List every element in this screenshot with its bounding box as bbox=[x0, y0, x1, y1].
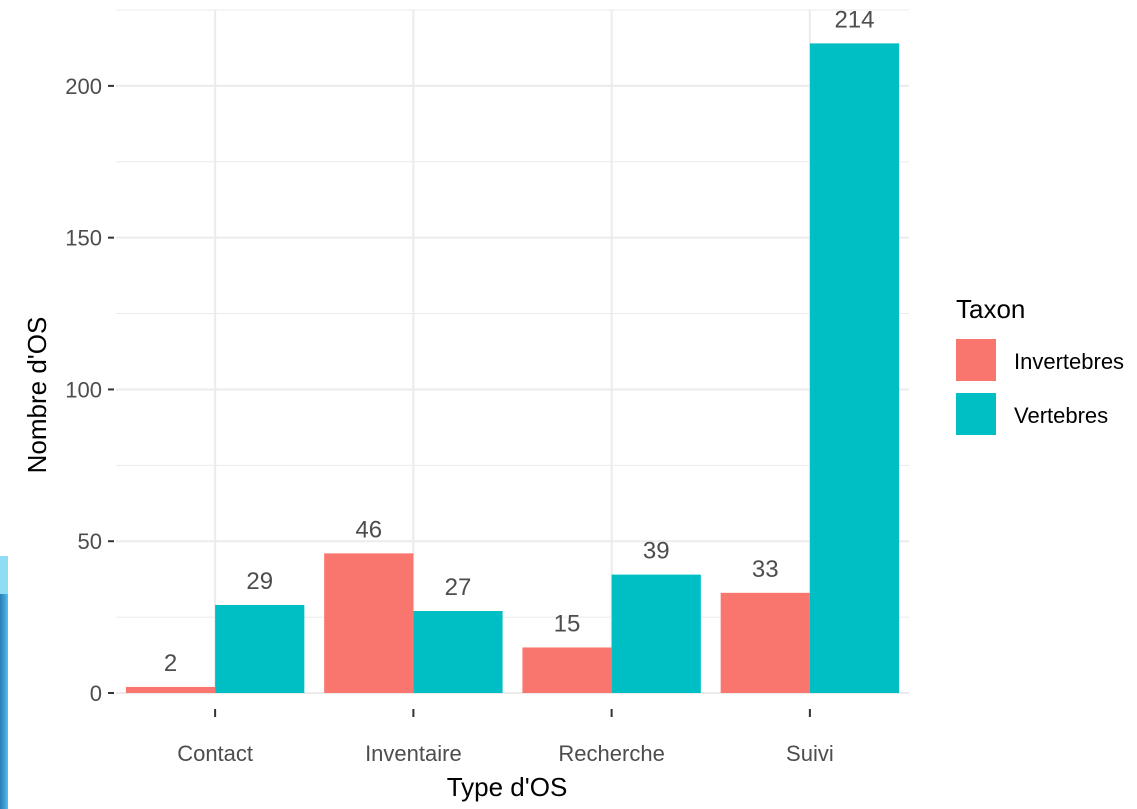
bar-vertebres-inventaire bbox=[413, 611, 503, 693]
data-label: 15 bbox=[554, 610, 581, 637]
bar-vertebres-suivi bbox=[809, 43, 900, 693]
data-labels: 2 29 46 27 15 39 33 214 bbox=[164, 6, 875, 677]
data-label: 214 bbox=[834, 6, 874, 33]
bar-vertebres-contact bbox=[215, 604, 305, 693]
bar-invertebres-inventaire bbox=[324, 553, 414, 693]
y-tick-label: 0 bbox=[90, 681, 102, 706]
data-label: 2 bbox=[164, 650, 177, 677]
bar-invertebres-suivi bbox=[720, 592, 810, 693]
y-axis-title: Nombre d'OS bbox=[22, 317, 52, 474]
data-label: 46 bbox=[355, 516, 382, 543]
x-tick-label: Recherche bbox=[558, 741, 664, 766]
legend-key-vertebres bbox=[956, 393, 996, 435]
legend-label: Invertebres bbox=[1014, 349, 1124, 374]
legend-key-invertebres bbox=[956, 339, 996, 381]
data-label: 33 bbox=[752, 556, 779, 583]
bar-vertebres-recherche bbox=[611, 574, 701, 693]
legend-label: Vertebres bbox=[1014, 403, 1108, 428]
y-axis: 0 50 100 150 200 bbox=[65, 74, 114, 706]
left-edge-accent bbox=[0, 556, 8, 809]
x-tick-label: Contact bbox=[177, 741, 253, 766]
y-tick-label: 50 bbox=[78, 529, 102, 554]
data-label: 29 bbox=[246, 568, 273, 595]
x-axis: Contact Inventaire Recherche Suivi bbox=[177, 709, 834, 766]
bar-invertebres-recherche bbox=[522, 647, 612, 693]
y-tick-label: 100 bbox=[65, 377, 102, 402]
legend: Taxon Invertebres Vertebres bbox=[956, 294, 1124, 435]
y-tick-label: 200 bbox=[65, 74, 102, 99]
bars bbox=[125, 43, 900, 693]
bar-invertebres-contact bbox=[125, 686, 216, 693]
grid-lines bbox=[116, 9, 909, 694]
x-axis-title: Type d'OS bbox=[447, 772, 568, 802]
x-tick-label: Suivi bbox=[786, 741, 834, 766]
data-label: 27 bbox=[445, 574, 472, 601]
legend-title: Taxon bbox=[956, 294, 1025, 324]
x-tick-label: Inventaire bbox=[365, 741, 462, 766]
y-tick-label: 150 bbox=[65, 226, 102, 251]
data-label: 39 bbox=[643, 538, 670, 565]
left-edge-accent-highlight bbox=[0, 556, 8, 594]
